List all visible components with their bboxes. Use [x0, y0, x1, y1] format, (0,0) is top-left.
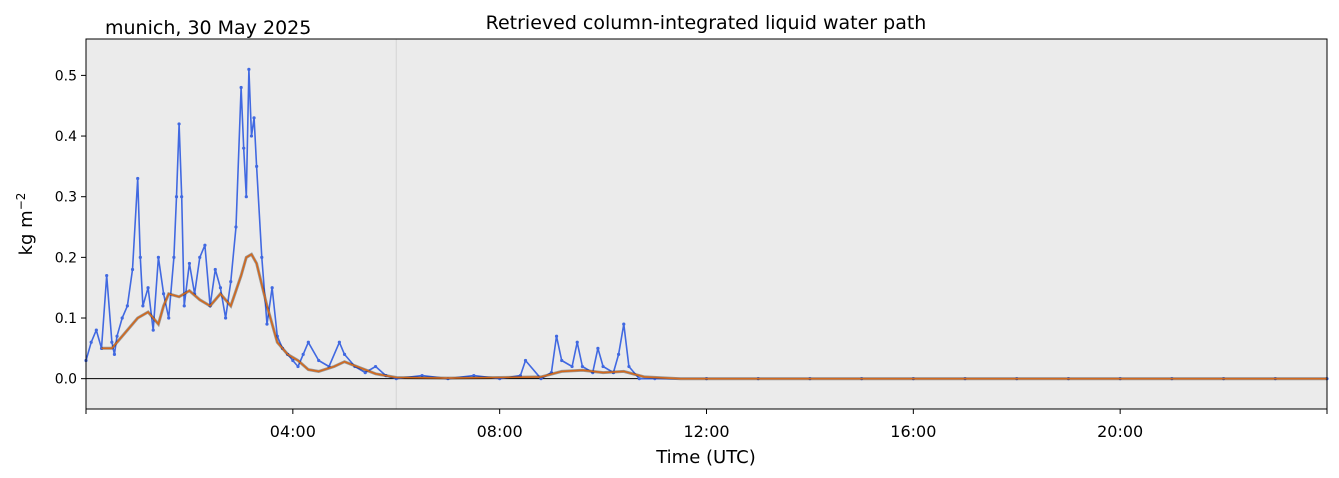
x-tick-label: 08:00 — [477, 422, 523, 441]
x-tick-label: 20:00 — [1097, 422, 1143, 441]
y-tick-label: 0.0 — [55, 372, 77, 388]
x-tick-label: 16:00 — [890, 422, 936, 441]
x-axis-label: Time (UTC) — [655, 447, 756, 468]
lwp-trace — [85, 68, 1327, 380]
x-axis: 04:00 08:00 12:00 16:00 20:00 — [85, 409, 1328, 441]
y-tick-label: 0.5 — [55, 68, 77, 84]
running-mean-line — [101, 253, 1327, 380]
x-tick-label: 04:00 — [270, 422, 316, 441]
y-axis-label-exponent: −2 — [14, 193, 28, 211]
x-tick-label: 12:00 — [683, 422, 729, 441]
running-mean-layer — [101, 252, 1327, 381]
y-axis-label: kg m−2 — [14, 193, 37, 256]
y-tick-label: 0.1 — [55, 311, 77, 327]
chart-title: Retrieved column-integrated liquid water… — [486, 12, 927, 34]
location-date-label: munich, 30 May 2025 — [105, 17, 311, 39]
y-axis-label-unit: kg m — [16, 210, 37, 255]
plot-area — [86, 39, 1327, 409]
y-axis: 0.0 0.1 0.2 0.3 0.4 0.5 — [55, 68, 86, 388]
y-tick-label: 0.3 — [55, 190, 77, 206]
y-tick-label: 0.2 — [55, 250, 77, 266]
y-tick-label: 0.4 — [55, 129, 77, 145]
